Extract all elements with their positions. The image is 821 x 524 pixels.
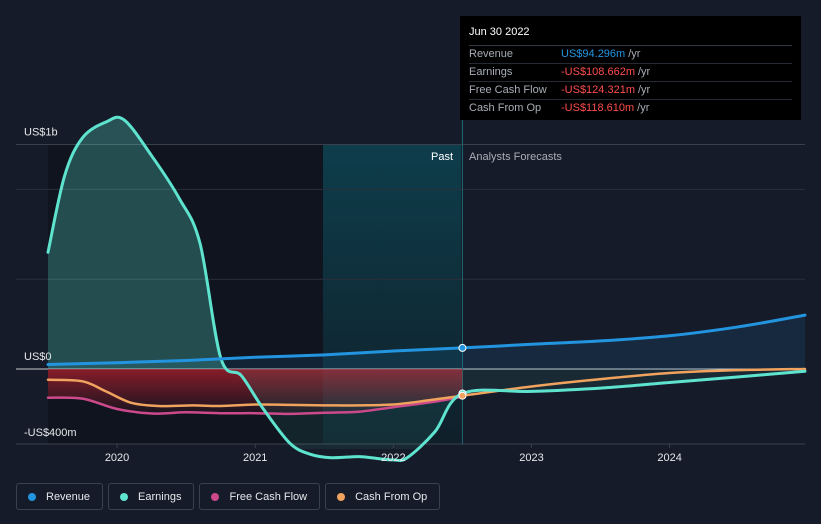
negative-area: [48, 369, 463, 414]
earnings-line: [46, 115, 807, 462]
series-lines: [46, 115, 807, 462]
legend-item-cash-from-op[interactable]: Cash From Op: [325, 483, 441, 510]
tooltip-date: Jun 30 2022: [469, 25, 792, 46]
revenue-marker: [458, 343, 467, 352]
legend-label: Revenue: [46, 490, 91, 503]
legend-item-free-cash-flow[interactable]: Free Cash Flow: [199, 483, 321, 510]
tooltip-label: Revenue: [469, 48, 514, 60]
tooltip-row-revenue: Revenue US$94.296m /yr: [469, 46, 792, 64]
cash-from-op-marker: [458, 391, 467, 400]
x-tick-label: 2023: [519, 452, 543, 464]
forecast-label: Analysts Forecasts: [469, 151, 562, 163]
legend-dot-icon: [120, 492, 129, 501]
legend-dot-icon: [28, 492, 36, 501]
y-tick-label: US$1b: [24, 127, 58, 139]
past-label: Past: [431, 151, 453, 163]
legend-dot-icon: [211, 492, 220, 501]
y-axis-labels: US$1b US$0 -US$400m: [24, 127, 77, 440]
legend-item-earnings[interactable]: Earnings: [108, 483, 195, 510]
revenue-area: [48, 315, 805, 369]
tooltip-row-free-cash-flow: Free Cash Flow -US$124.321m /yr: [469, 82, 792, 100]
tooltip-value: US$94.296m: [561, 48, 626, 60]
legend-dot-icon: [337, 492, 346, 501]
x-tick-label: 2020: [105, 452, 129, 464]
tooltip-unit: /yr: [638, 66, 651, 78]
tooltip-value: -US$118.610m: [561, 102, 635, 114]
tooltip-label: Cash From Op: [469, 102, 542, 114]
tooltip-unit: /yr: [637, 102, 650, 114]
revenue-line: [46, 313, 807, 366]
x-tick-label: 2024: [657, 452, 681, 464]
x-axis-labels: 2020 2021 2022 2023 2024: [105, 444, 682, 464]
legend: Revenue Earnings Free Cash Flow Cash Fro…: [16, 483, 441, 510]
tooltip-unit: /yr: [638, 84, 651, 96]
y-tick-label: US$0: [24, 351, 52, 363]
tooltip-row-earnings: Earnings -US$108.662m /yr: [469, 64, 792, 82]
free-cash-flow-line: [46, 395, 464, 416]
legend-label: Cash From Op: [355, 490, 428, 503]
tooltip: Jun 30 2022 Revenue US$94.296m /yr Earni…: [460, 16, 801, 120]
tooltip-label: Earnings: [469, 66, 513, 78]
cash-from-op-line: [46, 367, 807, 408]
tooltip-label: Free Cash Flow: [469, 84, 547, 96]
legend-label: Earnings: [138, 490, 182, 503]
tooltip-row-cash-from-op: Cash From Op -US$118.610m /yr: [469, 100, 792, 117]
earnings-area-negative: [48, 369, 805, 449]
legend-item-revenue[interactable]: Revenue: [16, 483, 104, 510]
series-markers: [458, 343, 467, 400]
tooltip-unit: /yr: [628, 48, 641, 60]
x-tick-label: 2021: [243, 452, 267, 464]
x-tick-label: 2022: [381, 452, 405, 464]
legend-label: Free Cash Flow: [229, 490, 308, 503]
y-tick-label: -US$400m: [24, 427, 77, 439]
tooltip-value: -US$124.321m: [561, 84, 635, 96]
tooltip-value: -US$108.662m: [561, 66, 635, 78]
